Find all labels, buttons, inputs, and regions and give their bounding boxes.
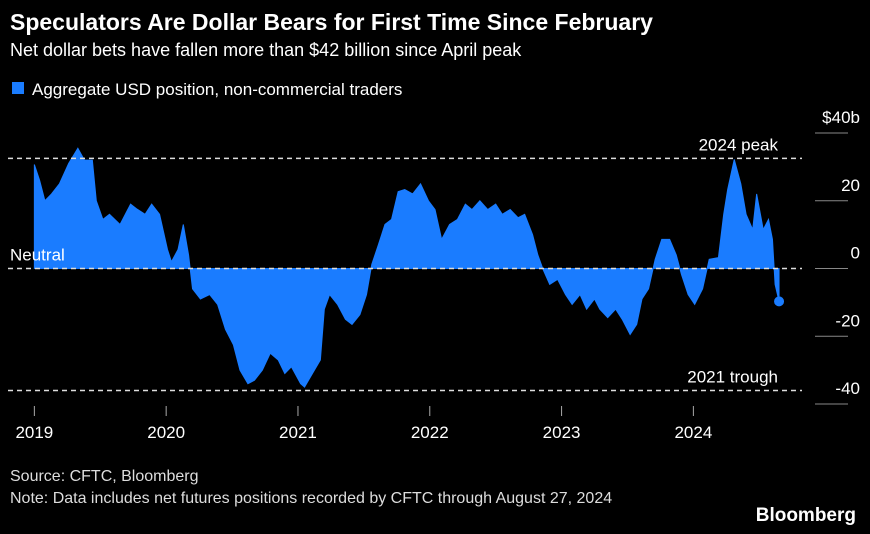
source: Source: CFTC, Bloomberg	[10, 468, 199, 485]
x-tick-label: 2021	[279, 423, 317, 442]
credit: Bloomberg	[755, 505, 856, 526]
y-tick-label: $40b	[822, 108, 860, 127]
x-tick-label: 2023	[543, 423, 581, 442]
y-tick-label: -40	[835, 379, 860, 398]
x-tick-label: 2024	[674, 423, 712, 442]
annotation: Neutral	[10, 246, 65, 265]
note: Note: Data includes net futures position…	[10, 490, 613, 507]
x-tick-label: 2019	[15, 423, 53, 442]
legend-swatch	[12, 82, 24, 94]
area	[33, 147, 780, 388]
y-tick-label: -20	[835, 311, 860, 330]
y-tick-label: 0	[851, 244, 860, 263]
y-tick-label: 20	[841, 176, 860, 195]
annotation: 2021 trough	[687, 367, 778, 386]
chart-subtitle: Net dollar bets have fallen more than $4…	[10, 40, 522, 60]
x-tick-label: 2022	[411, 423, 449, 442]
last-point	[774, 296, 785, 307]
x-tick-label: 2020	[147, 423, 185, 442]
annotation: 2024 peak	[699, 135, 779, 154]
chart-title: Speculators Are Dollar Bears for First T…	[10, 9, 653, 35]
legend-label: Aggregate USD position, non-commercial t…	[32, 80, 402, 99]
